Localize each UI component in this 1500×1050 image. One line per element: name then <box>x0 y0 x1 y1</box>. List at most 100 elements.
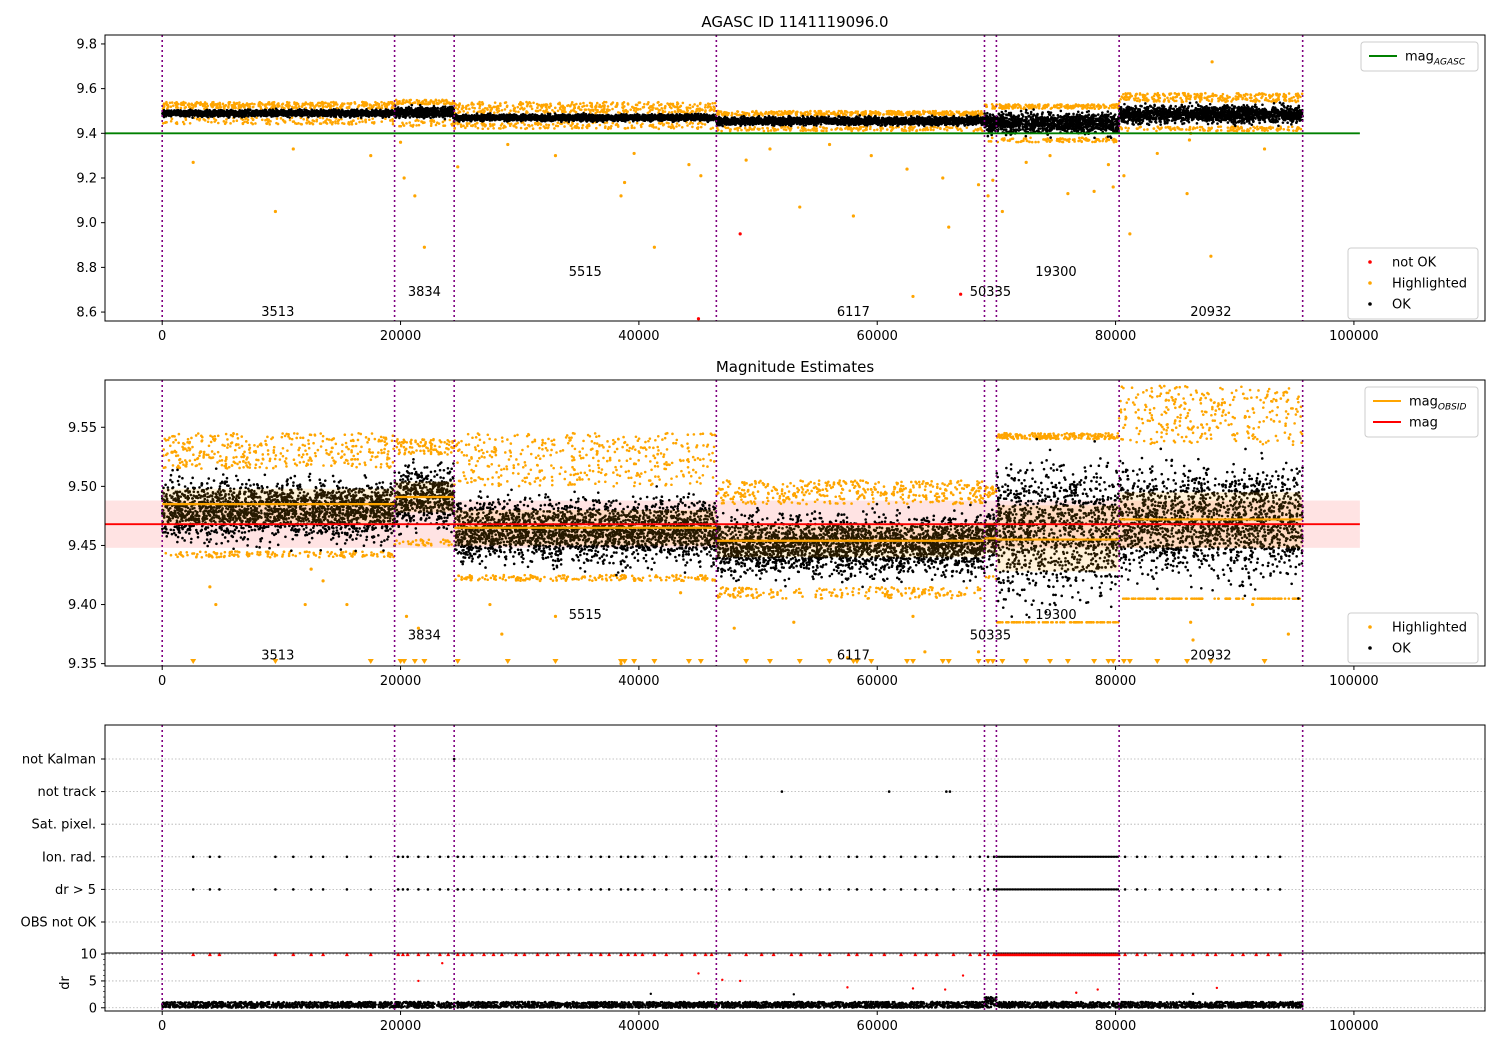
agasc-highlighted-point <box>184 101 187 105</box>
agasc-highlighted-point <box>470 102 473 106</box>
agasc-highlighted-point <box>187 102 191 105</box>
agasc-highlighted-point <box>500 122 504 126</box>
agasc-highlighted-point <box>691 125 694 129</box>
agasc-highlighted-point <box>182 100 185 104</box>
agasc-highlighted-point <box>288 104 291 107</box>
agasc-highlighted-point <box>516 121 519 125</box>
agasc-highlighted-point <box>478 100 481 104</box>
agasc-ok-point <box>240 115 244 119</box>
agasc-highlighted-point <box>361 120 364 123</box>
agasc-highlighted-point <box>235 119 239 123</box>
agasc-highlighted-point <box>525 110 528 113</box>
agasc-highlighted-point <box>261 103 264 106</box>
agasc-highlighted-point <box>571 109 575 112</box>
agasc-ok-point <box>221 114 225 118</box>
agasc-highlighted-point <box>285 105 289 108</box>
agasc-highlighted-point <box>251 105 255 109</box>
agasc-highlighted-point <box>199 102 203 106</box>
agasc-highlighted-point <box>391 122 395 126</box>
agasc-highlighted-point <box>421 100 424 104</box>
agasc-ok-point <box>220 110 224 114</box>
agasc-highlighted-point <box>570 127 574 130</box>
agasc-highlighted-point <box>536 106 539 109</box>
agasc-ok-point <box>445 112 448 116</box>
agasc-ok-point <box>244 112 248 115</box>
agasc-ok-point <box>425 110 429 114</box>
agasc-ok-point <box>381 113 385 116</box>
agasc-highlighted-point <box>500 108 504 112</box>
agasc-ok-point <box>399 107 403 111</box>
agasc-highlighted-point <box>203 102 207 105</box>
agasc-highlighted-point <box>539 108 542 112</box>
agasc-highlighted-point <box>253 102 256 106</box>
agasc-highlighted-point <box>476 121 479 125</box>
agasc-highlighted-point <box>237 103 241 107</box>
agasc-highlighted-point <box>429 119 432 123</box>
agasc-highlighted-point <box>532 101 535 105</box>
agasc-highlighted-point <box>712 109 716 113</box>
agasc-highlighted-point <box>509 109 512 113</box>
agasc-highlighted-point <box>427 101 431 105</box>
agasc-highlighted-point <box>538 122 542 126</box>
agasc-highlighted-point <box>216 121 220 125</box>
agasc-highlighted-point <box>654 107 658 110</box>
agasc-ok-point <box>345 114 348 117</box>
agasc-highlighted-point <box>696 104 699 108</box>
agasc-highlighted-point <box>417 123 421 127</box>
agasc-highlighted-point <box>677 124 681 127</box>
agasc-highlighted-point <box>656 101 660 104</box>
agasc-highlighted-point <box>542 125 546 128</box>
agasc-ok-point <box>443 117 447 121</box>
agasc-highlighted-point <box>634 110 638 114</box>
agasc-highlighted-point <box>324 121 328 124</box>
agasc-highlighted-point <box>474 125 477 128</box>
agasc-highlighted-point <box>490 106 494 110</box>
agasc-highlighted-point <box>187 105 191 109</box>
agasc-highlighted-point <box>679 110 683 114</box>
agasc-highlighted-point <box>643 102 646 106</box>
agasc-highlighted-point <box>356 117 360 120</box>
agasc-highlighted-point <box>305 122 309 125</box>
agasc-highlighted-point <box>492 111 496 114</box>
agasc-highlighted-point <box>165 102 168 105</box>
agasc-highlighted-point <box>622 101 626 104</box>
agasc-ok-point <box>262 114 266 118</box>
agasc-highlighted-point <box>416 102 420 105</box>
agasc-highlighted-point <box>574 126 578 129</box>
agasc-ok-point <box>210 110 214 114</box>
agasc-highlighted-point <box>221 102 225 106</box>
agasc-ok-point <box>366 114 370 118</box>
agasc-highlighted-point <box>662 123 666 126</box>
agasc-highlighted-point <box>595 109 598 112</box>
agasc-ok-point <box>184 115 187 118</box>
agasc-highlighted-point <box>660 107 664 110</box>
agasc-highlighted-point <box>339 105 342 109</box>
agasc-highlighted-point <box>318 101 322 105</box>
agasc-highlighted-point <box>204 105 207 109</box>
agasc-highlighted-point <box>321 116 325 120</box>
agasc-highlighted-point <box>335 103 339 106</box>
agasc-highlighted-point <box>488 122 492 126</box>
agasc-highlighted-point <box>413 101 416 104</box>
agasc-highlighted-point <box>651 123 655 127</box>
agasc-highlighted-point <box>577 106 580 110</box>
agasc-ok-point <box>409 108 413 112</box>
agasc-highlighted-point <box>369 107 372 110</box>
agasc-ok-point <box>359 116 363 119</box>
agasc-ok-point <box>166 111 169 115</box>
agasc-highlighted-point <box>215 104 218 108</box>
agasc-highlighted-point <box>704 103 707 107</box>
agasc-highlighted-point <box>626 103 630 106</box>
agasc-highlighted-point <box>502 126 505 130</box>
agasc-highlighted-point <box>188 121 192 125</box>
agasc-ok-point <box>441 105 445 109</box>
agasc-highlighted-point <box>551 122 555 126</box>
agasc-highlighted-point <box>432 120 436 123</box>
agasc-highlighted-point <box>628 121 631 124</box>
agasc-ok-point <box>376 112 379 116</box>
agasc-highlighted-point <box>467 122 471 125</box>
agasc-highlighted-point <box>703 106 707 109</box>
agasc-highlighted-point <box>250 121 253 125</box>
agasc-ok-point <box>374 108 378 111</box>
agasc-highlighted-point <box>453 127 456 130</box>
